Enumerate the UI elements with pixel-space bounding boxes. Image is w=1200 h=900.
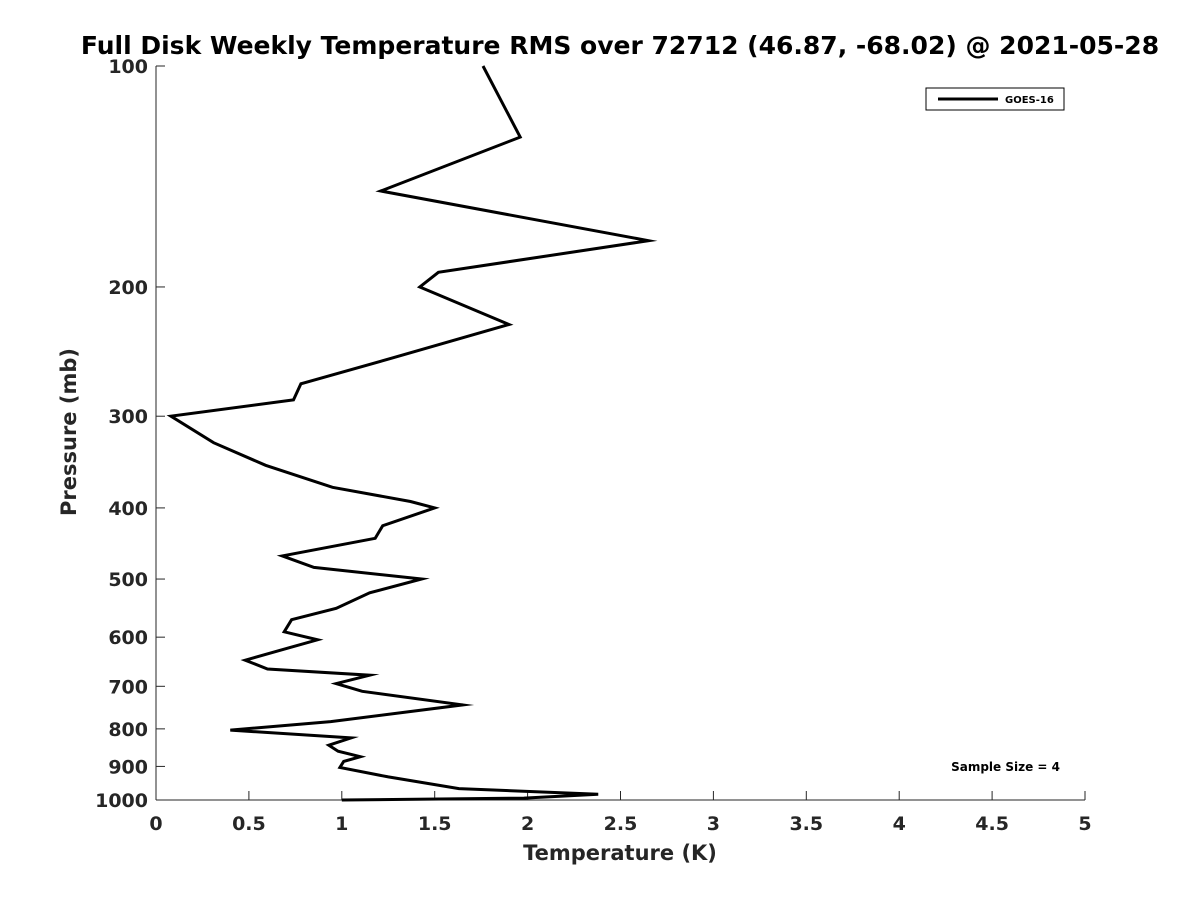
sample-size-annotation: Sample Size = 4 [951,760,1060,774]
y-tick-label: 300 [108,406,148,428]
y-tick-label: 900 [108,756,148,778]
y-tick-label: 200 [108,277,148,299]
x-tick-label: 2.5 [604,813,638,835]
x-tick-label: 4.5 [975,813,1009,835]
x-tick-label: 3.5 [789,813,823,835]
x-tick-label: 3 [707,813,720,835]
chart-title: Full Disk Weekly Temperature RMS over 72… [81,31,1159,60]
y-tick-label: 100 [108,56,148,78]
y-tick-label: 1000 [95,790,148,812]
x-tick-label: 4 [893,813,906,835]
x-tick-label: 0 [149,813,162,835]
x-tick-label: 5 [1078,813,1091,835]
x-tick-label: 1 [335,813,348,835]
y-tick-label: 700 [108,676,148,698]
legend-label-goes-16: GOES-16 [1005,95,1054,106]
x-tick-label: 1.5 [418,813,452,835]
axes: 0 0.5 1 1.5 2 2.5 3 3.5 4 4.5 5 100 200 300 400 500 600 7… [95,56,1092,835]
series-layer [166,65,658,802]
y-axis-label: Pressure (mb) [57,348,81,516]
x-tick-label: 2 [521,813,534,835]
x-axis-label: Temperature (K) [523,841,717,865]
y-tick-label: 400 [108,498,148,520]
x-tick-label: 0.5 [232,813,266,835]
series-line-goes-16 [166,65,658,802]
y-tick-label: 500 [108,569,148,591]
y-tick-label: 800 [108,719,148,741]
legend: GOES-16 [925,87,1065,111]
y-tick-label: 600 [108,627,148,649]
